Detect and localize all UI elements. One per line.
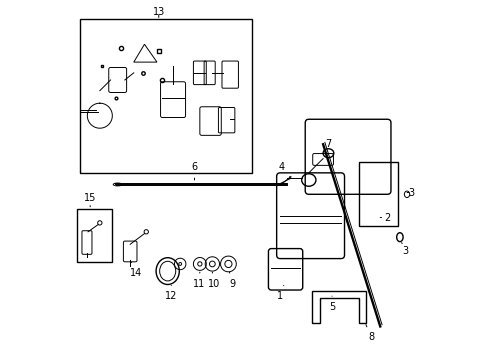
Text: 14: 14 xyxy=(130,262,142,278)
Text: 12: 12 xyxy=(165,285,177,301)
Text: 6: 6 xyxy=(191,162,197,180)
Text: 5: 5 xyxy=(328,296,334,312)
Text: 4: 4 xyxy=(278,162,290,178)
Text: 2: 2 xyxy=(380,212,390,222)
Text: 7: 7 xyxy=(325,139,331,157)
Text: 10: 10 xyxy=(207,272,220,289)
Text: 3: 3 xyxy=(406,188,414,198)
Text: 13: 13 xyxy=(152,7,164,18)
Text: 3: 3 xyxy=(401,243,407,256)
Text: 9: 9 xyxy=(228,272,235,289)
Text: 15: 15 xyxy=(84,193,96,207)
Text: 11: 11 xyxy=(192,272,204,289)
Text: 8: 8 xyxy=(365,325,374,342)
Text: 1: 1 xyxy=(277,285,283,301)
